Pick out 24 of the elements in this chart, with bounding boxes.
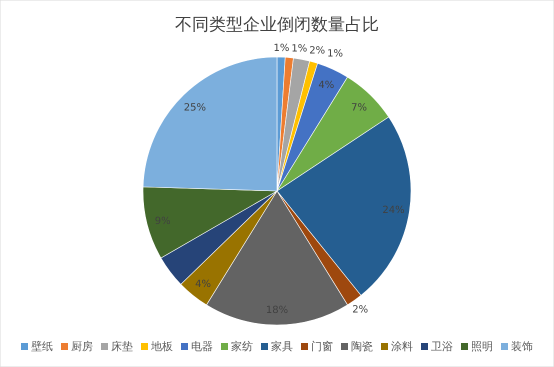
- data-label: 1%: [291, 44, 308, 55]
- data-label: 4%: [195, 278, 212, 290]
- legend-label: 壁纸: [31, 340, 53, 353]
- legend-label: 家具: [271, 340, 293, 353]
- legend-label: 地板: [150, 340, 173, 353]
- legend-label: 照明: [471, 340, 493, 353]
- data-label: 1%: [273, 43, 290, 54]
- legend-label: 装饰: [511, 340, 533, 353]
- data-label: 25%: [184, 102, 206, 114]
- data-label: 4%: [318, 80, 334, 91]
- data-label: 1%: [327, 48, 343, 60]
- legend-label: 电器: [191, 340, 213, 353]
- data-label: 2%: [352, 304, 368, 316]
- legend-label: 家纺: [231, 340, 253, 353]
- data-label: 7%: [351, 102, 368, 114]
- legend-label: 床垫: [111, 340, 133, 353]
- chart-title: 不同类型企业倒闭数量占比: [175, 15, 379, 35]
- legend-label: 卫浴: [431, 340, 453, 353]
- legend-label: 门窗: [311, 340, 333, 353]
- legend-label: 涂料: [391, 340, 413, 353]
- data-label: 2%: [309, 45, 326, 56]
- legend-label: 厨房: [71, 340, 93, 353]
- legend-label: 陶瓷: [351, 340, 373, 353]
- data-label: 24%: [382, 205, 405, 216]
